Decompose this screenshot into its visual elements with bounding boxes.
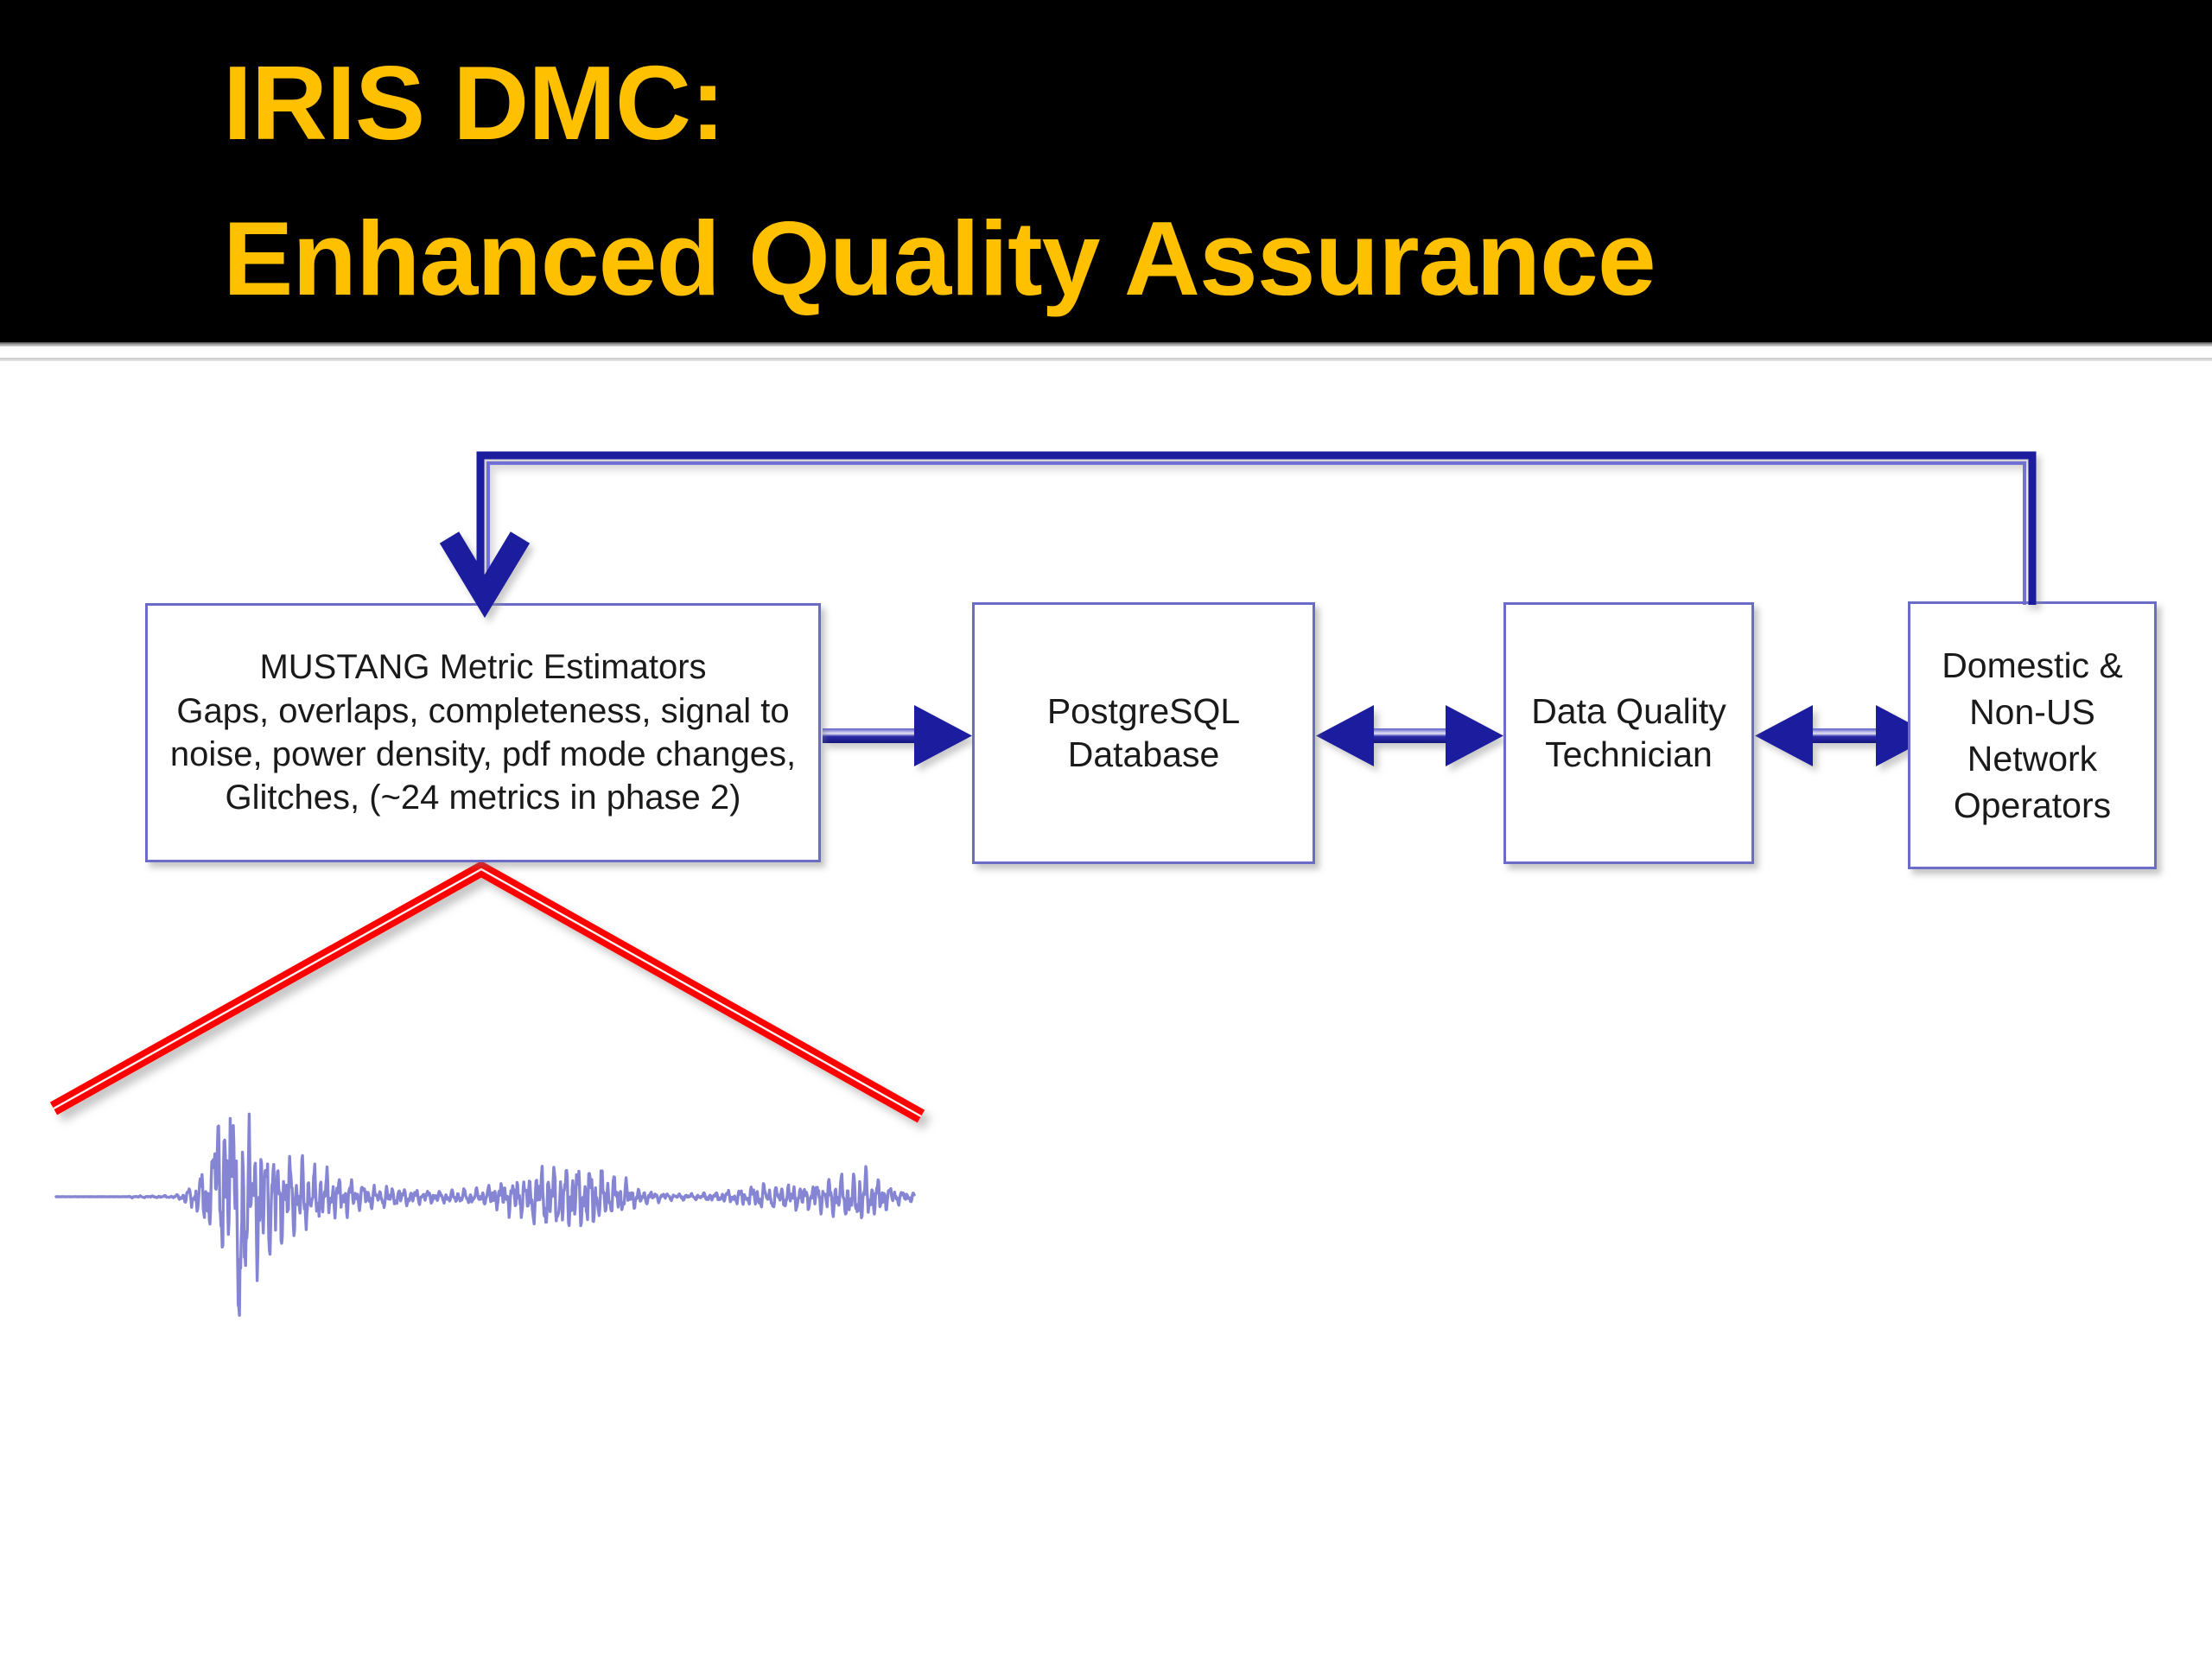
title-banner: [0, 0, 2212, 342]
connector-technician-to-operators: [1755, 705, 1934, 766]
connector-postgres-to-technician: [1316, 705, 1503, 766]
flow-box-postgresql-database[interactable]: PostgreSQL Database: [972, 602, 1315, 864]
flow-box-network-operators[interactable]: Domestic & Non-US Network Operators: [1908, 601, 2157, 869]
flow-box-label-postgresql: PostgreSQL Database: [1046, 691, 1241, 774]
flow-box-label-operators: Domestic & Non-US Network Operators: [1942, 645, 2123, 826]
slide-title-line-2: Enhanced Quality Assurance: [223, 200, 1656, 317]
flow-box-label-technician: Data Quality Technician: [1531, 691, 1726, 774]
flow-box-mustang-metric-estimators[interactable]: MUSTANG Metric Estimators Gaps, overlaps…: [145, 603, 821, 862]
title-divider-rule-secondary: [0, 358, 2212, 361]
flow-box-label-mustang: MUSTANG Metric Estimators Gaps, overlaps…: [169, 648, 797, 817]
slide-title-line-1: IRIS DMC:: [223, 44, 726, 162]
connector-operators-feedback-to-mustang: [439, 451, 2037, 619]
seismic-waveform-trace: [54, 1112, 916, 1317]
flow-box-data-quality-technician[interactable]: Data Quality Technician: [1503, 602, 1754, 864]
title-divider-rule: [0, 342, 2212, 346]
connector-mustang-to-postgres: [823, 705, 972, 766]
ray-path-tent-graphic: [49, 861, 925, 1123]
